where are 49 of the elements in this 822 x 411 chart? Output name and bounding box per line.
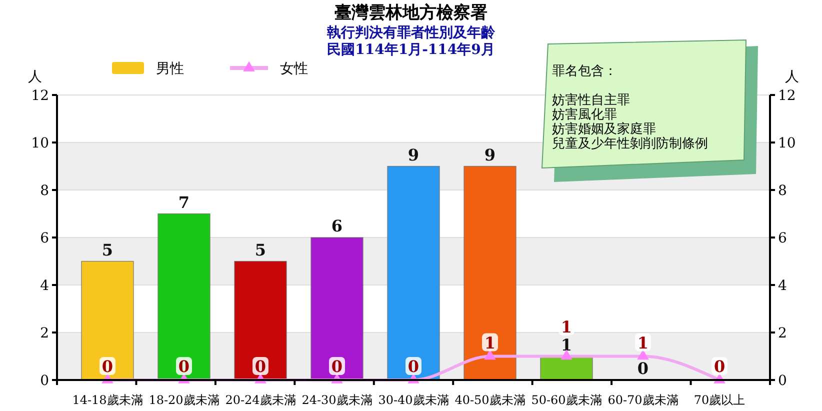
bar — [158, 213, 210, 380]
data-label: 6 — [331, 216, 343, 236]
data-label: 9 — [484, 145, 496, 164]
text: 民國114年1月-114年9月 — [327, 42, 495, 58]
annotation: 妨害婚姻及家庭罪 — [552, 121, 656, 137]
legend-label: 女性 — [280, 61, 308, 77]
annotation: 兒童及少年性剝削防制條例 — [552, 136, 708, 152]
bar — [310, 237, 364, 380]
x-tick-label: 70歲以上 — [694, 393, 746, 407]
x-tick-label: 14-18歲未滿 — [72, 393, 143, 407]
text: 罪名包含： — [552, 64, 617, 79]
y2-tick-label: 12 — [778, 88, 796, 104]
x-tick-label: 40-50歲未滿 — [454, 393, 526, 407]
data-label: 0 — [637, 359, 649, 378]
bar — [464, 166, 516, 380]
y-tick-label: 4 — [40, 278, 50, 294]
x-tick-label: 24-30歲未滿 — [302, 393, 372, 407]
x-tick-label: 20-24歲未滿 — [225, 393, 296, 407]
legend-label: 男性 — [156, 61, 184, 77]
annotation: 妨害性自主罪 — [552, 92, 630, 108]
y-axis-title: 人 — [28, 69, 42, 85]
chart-subtitle: 執行判決有罪者性別及年齡 — [326, 25, 496, 41]
data-label: 7 — [178, 192, 190, 212]
y2-tick-label: 4 — [778, 278, 787, 294]
x-tick-label: 60-70歲未滿 — [608, 393, 678, 407]
bar — [387, 166, 440, 380]
x-tick-label: 18-20歲未滿 — [148, 393, 220, 407]
x-tick-label: 30-40歲未滿 — [378, 393, 449, 407]
data-label: 9 — [408, 145, 420, 164]
y2-tick-label: 2 — [778, 326, 787, 342]
y-tick-label: 12 — [31, 88, 49, 104]
data-label: 1 — [560, 335, 572, 354]
y2-tick-label: 6 — [778, 230, 787, 246]
bar — [81, 260, 134, 380]
y-tick-label: 6 — [40, 230, 50, 246]
y-tick-label: 0 — [40, 373, 49, 389]
y-tick-label: 10 — [31, 136, 49, 152]
bar — [234, 260, 287, 380]
chart-title: 臺灣雲林地方檢察署 — [334, 3, 488, 23]
x-tick-label: 50-60歲未滿 — [531, 393, 602, 407]
y-tick-label: 8 — [40, 183, 49, 199]
y2-tick-label: 8 — [778, 183, 787, 199]
y2-tick-label: 0 — [778, 373, 787, 389]
annotation: 妨害風化罪 — [552, 106, 617, 122]
y-tick-label: 2 — [40, 326, 49, 342]
data-label: 5 — [102, 240, 114, 260]
y2-tick-label: 10 — [778, 136, 796, 152]
data-label: 5 — [254, 240, 266, 260]
y2-axis-title: 人 — [785, 69, 799, 85]
